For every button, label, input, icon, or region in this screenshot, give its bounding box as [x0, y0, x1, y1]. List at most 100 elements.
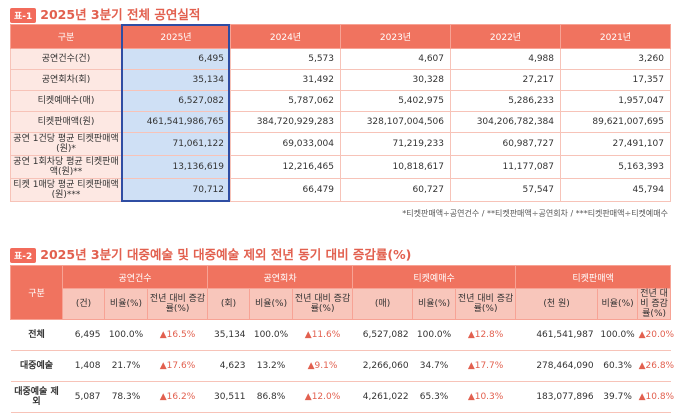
table-cell[interactable]: 30,511 — [207, 381, 250, 413]
table-cell[interactable]: 70,712 — [121, 178, 231, 202]
table-cell[interactable]: 89,621,007,695 — [560, 111, 671, 133]
table-cell[interactable]: ▲11.6% — [292, 319, 353, 351]
table-cell[interactable]: 45,794 — [560, 178, 671, 202]
table-cell[interactable]: 60,727 — [340, 178, 451, 202]
table1-title: 표-1 2025년 3분기 전체 공연실적 — [10, 4, 200, 23]
table-cell[interactable]: ▲26.8% — [637, 350, 674, 382]
table-cell[interactable]: 5,286,233 — [450, 90, 561, 112]
table-cell[interactable]: 27,491,107 — [560, 132, 671, 156]
table-cell[interactable]: 4,988 — [450, 48, 561, 70]
row-label: 공연회차(회) — [10, 69, 122, 91]
table1-header-2025[interactable]: 2025년 — [121, 24, 231, 49]
table2-group-tickets[interactable]: 티켓예매수 — [352, 265, 517, 289]
table-row: 공연 1회차당 평균 티켓판매액(원)** 13,136,619 12,216,… — [10, 155, 671, 179]
table-cell[interactable]: 6,495 — [62, 319, 105, 351]
table-cell[interactable]: 304,206,782,384 — [450, 111, 561, 133]
table1-header-2024[interactable]: 2024년 — [230, 24, 341, 49]
table-cell[interactable]: ▲10.3% — [455, 381, 516, 413]
table-cell[interactable]: 1,957,047 — [560, 90, 671, 112]
table-cell[interactable]: 461,541,987 — [515, 319, 598, 351]
table-cell[interactable]: 100.0% — [249, 319, 293, 351]
table-cell[interactable]: ▲20.0% — [637, 319, 674, 351]
table-cell[interactable]: 5,402,975 — [340, 90, 451, 112]
table-cell[interactable]: 71,061,122 — [121, 132, 231, 156]
table-row: 티켓예매수(매) 6,527,082 5,787,062 5,402,975 5… — [10, 90, 671, 112]
performance-table: 구분 2025년 2024년 2023년 2022년 2021년 공연건수(건)… — [10, 24, 671, 202]
table-row: 공연건수(건) 6,495 5,573 4,607 4,988 3,260 — [10, 48, 671, 70]
table1-header-2023[interactable]: 2023년 — [340, 24, 451, 49]
subheader-ratio: 비율(%) — [597, 288, 639, 320]
table-cell[interactable]: ▲17.6% — [147, 350, 208, 382]
table-cell[interactable]: 5,787,062 — [230, 90, 341, 112]
table-cell[interactable]: 30,328 — [340, 69, 451, 91]
table-cell[interactable]: 328,107,004,506 — [340, 111, 451, 133]
table-cell[interactable]: 27,217 — [450, 69, 561, 91]
table2-sub-header-row: (건) 비율(%) 전년 대비 증감률(%) (회) 비율(%) 전년 대비 증… — [11, 288, 672, 320]
table-cell[interactable]: ▲10.8% — [637, 381, 674, 413]
table2-group-sessions[interactable]: 공연회차 — [207, 265, 354, 289]
table2-group-count[interactable]: 공연건수 — [61, 265, 209, 289]
subheader-ratio: 비율(%) — [249, 288, 294, 320]
table-cell[interactable]: 71,219,233 — [340, 132, 451, 156]
table-cell[interactable]: 35,134 — [207, 319, 250, 351]
table-cell[interactable]: 31,492 — [230, 69, 341, 91]
table-cell[interactable]: ▲9.1% — [292, 350, 353, 382]
table1-header-2021[interactable]: 2021년 — [560, 24, 671, 49]
table1-tag: 표-1 — [10, 8, 37, 23]
table-cell[interactable]: 1,408 — [62, 350, 105, 382]
table-cell[interactable]: 5,163,393 — [560, 155, 671, 179]
table-cell[interactable]: 461,541,986,765 — [121, 111, 231, 133]
table-cell[interactable]: 3,260 — [560, 48, 671, 70]
table-cell[interactable]: 13,136,619 — [121, 155, 231, 179]
table-cell[interactable]: 69,033,004 — [230, 132, 341, 156]
table-cell[interactable]: 17,357 — [560, 69, 671, 91]
table-cell[interactable]: ▲16.2% — [147, 381, 208, 413]
table-cell[interactable]: 60.3% — [597, 350, 638, 382]
row-label: 티켓판매액(원) — [10, 111, 122, 133]
table-cell[interactable]: ▲12.0% — [292, 381, 353, 413]
table-cell[interactable]: 13.2% — [249, 350, 293, 382]
table-row: 공연 1건당 평균 티켓판매액(원)* 71,061,122 69,033,00… — [10, 132, 671, 156]
table-cell[interactable]: 2,266,060 — [352, 350, 413, 382]
table-cell[interactable]: 183,077,896 — [515, 381, 598, 413]
table-cell[interactable]: 6,527,082 — [352, 319, 413, 351]
table-row: 대중예술 제외 5,087 78.3% ▲16.2% 30,511 86.8% … — [10, 381, 674, 413]
row-label: 티켓예매수(매) — [10, 90, 122, 112]
table-cell[interactable]: 65.3% — [412, 381, 456, 413]
table-cell[interactable]: 6,495 — [121, 48, 231, 70]
table-cell[interactable]: 4,607 — [340, 48, 451, 70]
table-cell[interactable]: 66,479 — [230, 178, 341, 202]
table-cell[interactable]: 278,464,090 — [515, 350, 598, 382]
table2-group-sales[interactable]: 티켓판매액 — [515, 265, 672, 289]
table-cell[interactable]: 5,087 — [62, 381, 105, 413]
table-cell[interactable]: 86.8% — [249, 381, 293, 413]
row-label: 대중예술 — [10, 350, 63, 382]
table-cell[interactable]: 384,720,929,283 — [230, 111, 341, 133]
table-cell[interactable]: 35,134 — [121, 69, 231, 91]
table-cell[interactable]: 4,623 — [207, 350, 250, 382]
table-cell[interactable]: 10,818,617 — [340, 155, 451, 179]
table-cell[interactable]: 60,987,727 — [450, 132, 561, 156]
table-cell[interactable]: ▲16.5% — [147, 319, 208, 351]
table-cell[interactable]: 100.0% — [104, 319, 148, 351]
table-cell[interactable]: 39.7% — [597, 381, 638, 413]
table-cell[interactable]: ▲17.7% — [455, 350, 516, 382]
table-cell[interactable]: 78.3% — [104, 381, 148, 413]
table-row: 전체 6,495 100.0% ▲16.5% 35,134 100.0% ▲11… — [10, 319, 674, 351]
table-cell[interactable]: 100.0% — [412, 319, 456, 351]
table-cell[interactable]: 4,261,022 — [352, 381, 413, 413]
table-row: 티켓판매액(원) 461,541,986,765 384,720,929,283… — [10, 111, 671, 133]
table-cell[interactable]: 11,177,087 — [450, 155, 561, 179]
row-label: 공연건수(건) — [10, 48, 122, 70]
table-cell[interactable]: 5,573 — [230, 48, 341, 70]
table-cell[interactable]: 34.7% — [412, 350, 456, 382]
table-cell[interactable]: 21.7% — [104, 350, 148, 382]
table-cell[interactable]: 12,216,465 — [230, 155, 341, 179]
table-cell[interactable]: 100.0% — [597, 319, 638, 351]
table-cell[interactable]: 57,547 — [450, 178, 561, 202]
table-row: 공연회차(회) 35,134 31,492 30,328 27,217 17,3… — [10, 69, 671, 91]
table-cell[interactable]: 6,527,082 — [121, 90, 231, 112]
table1-header-2022[interactable]: 2022년 — [450, 24, 561, 49]
table1-header-category: 구분 — [10, 24, 122, 49]
table-cell[interactable]: ▲12.8% — [455, 319, 516, 351]
